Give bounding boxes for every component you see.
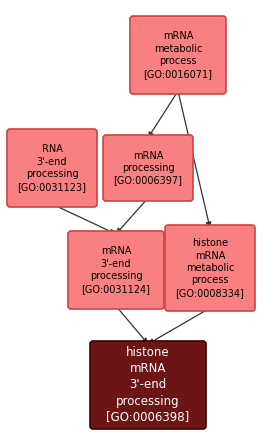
Text: histone
mRNA
metabolic
process
[GO:0008334]: histone mRNA metabolic process [GO:00083… (176, 238, 244, 298)
FancyBboxPatch shape (103, 135, 193, 201)
Text: mRNA
processing
[GO:0006397]: mRNA processing [GO:0006397] (114, 151, 182, 185)
Text: RNA
3'-end
processing
[GO:0031123]: RNA 3'-end processing [GO:0031123] (18, 144, 86, 191)
Text: mRNA
metabolic
process
[GO:0016071]: mRNA metabolic process [GO:0016071] (143, 32, 213, 79)
FancyBboxPatch shape (165, 225, 255, 311)
Text: histone
mRNA
3'-end
processing
[GO:0006398]: histone mRNA 3'-end processing [GO:00063… (106, 346, 190, 423)
FancyBboxPatch shape (130, 16, 226, 94)
FancyBboxPatch shape (68, 231, 164, 309)
FancyBboxPatch shape (90, 341, 206, 429)
FancyBboxPatch shape (7, 129, 97, 207)
Text: mRNA
3'-end
processing
[GO:0031124]: mRNA 3'-end processing [GO:0031124] (81, 246, 151, 294)
